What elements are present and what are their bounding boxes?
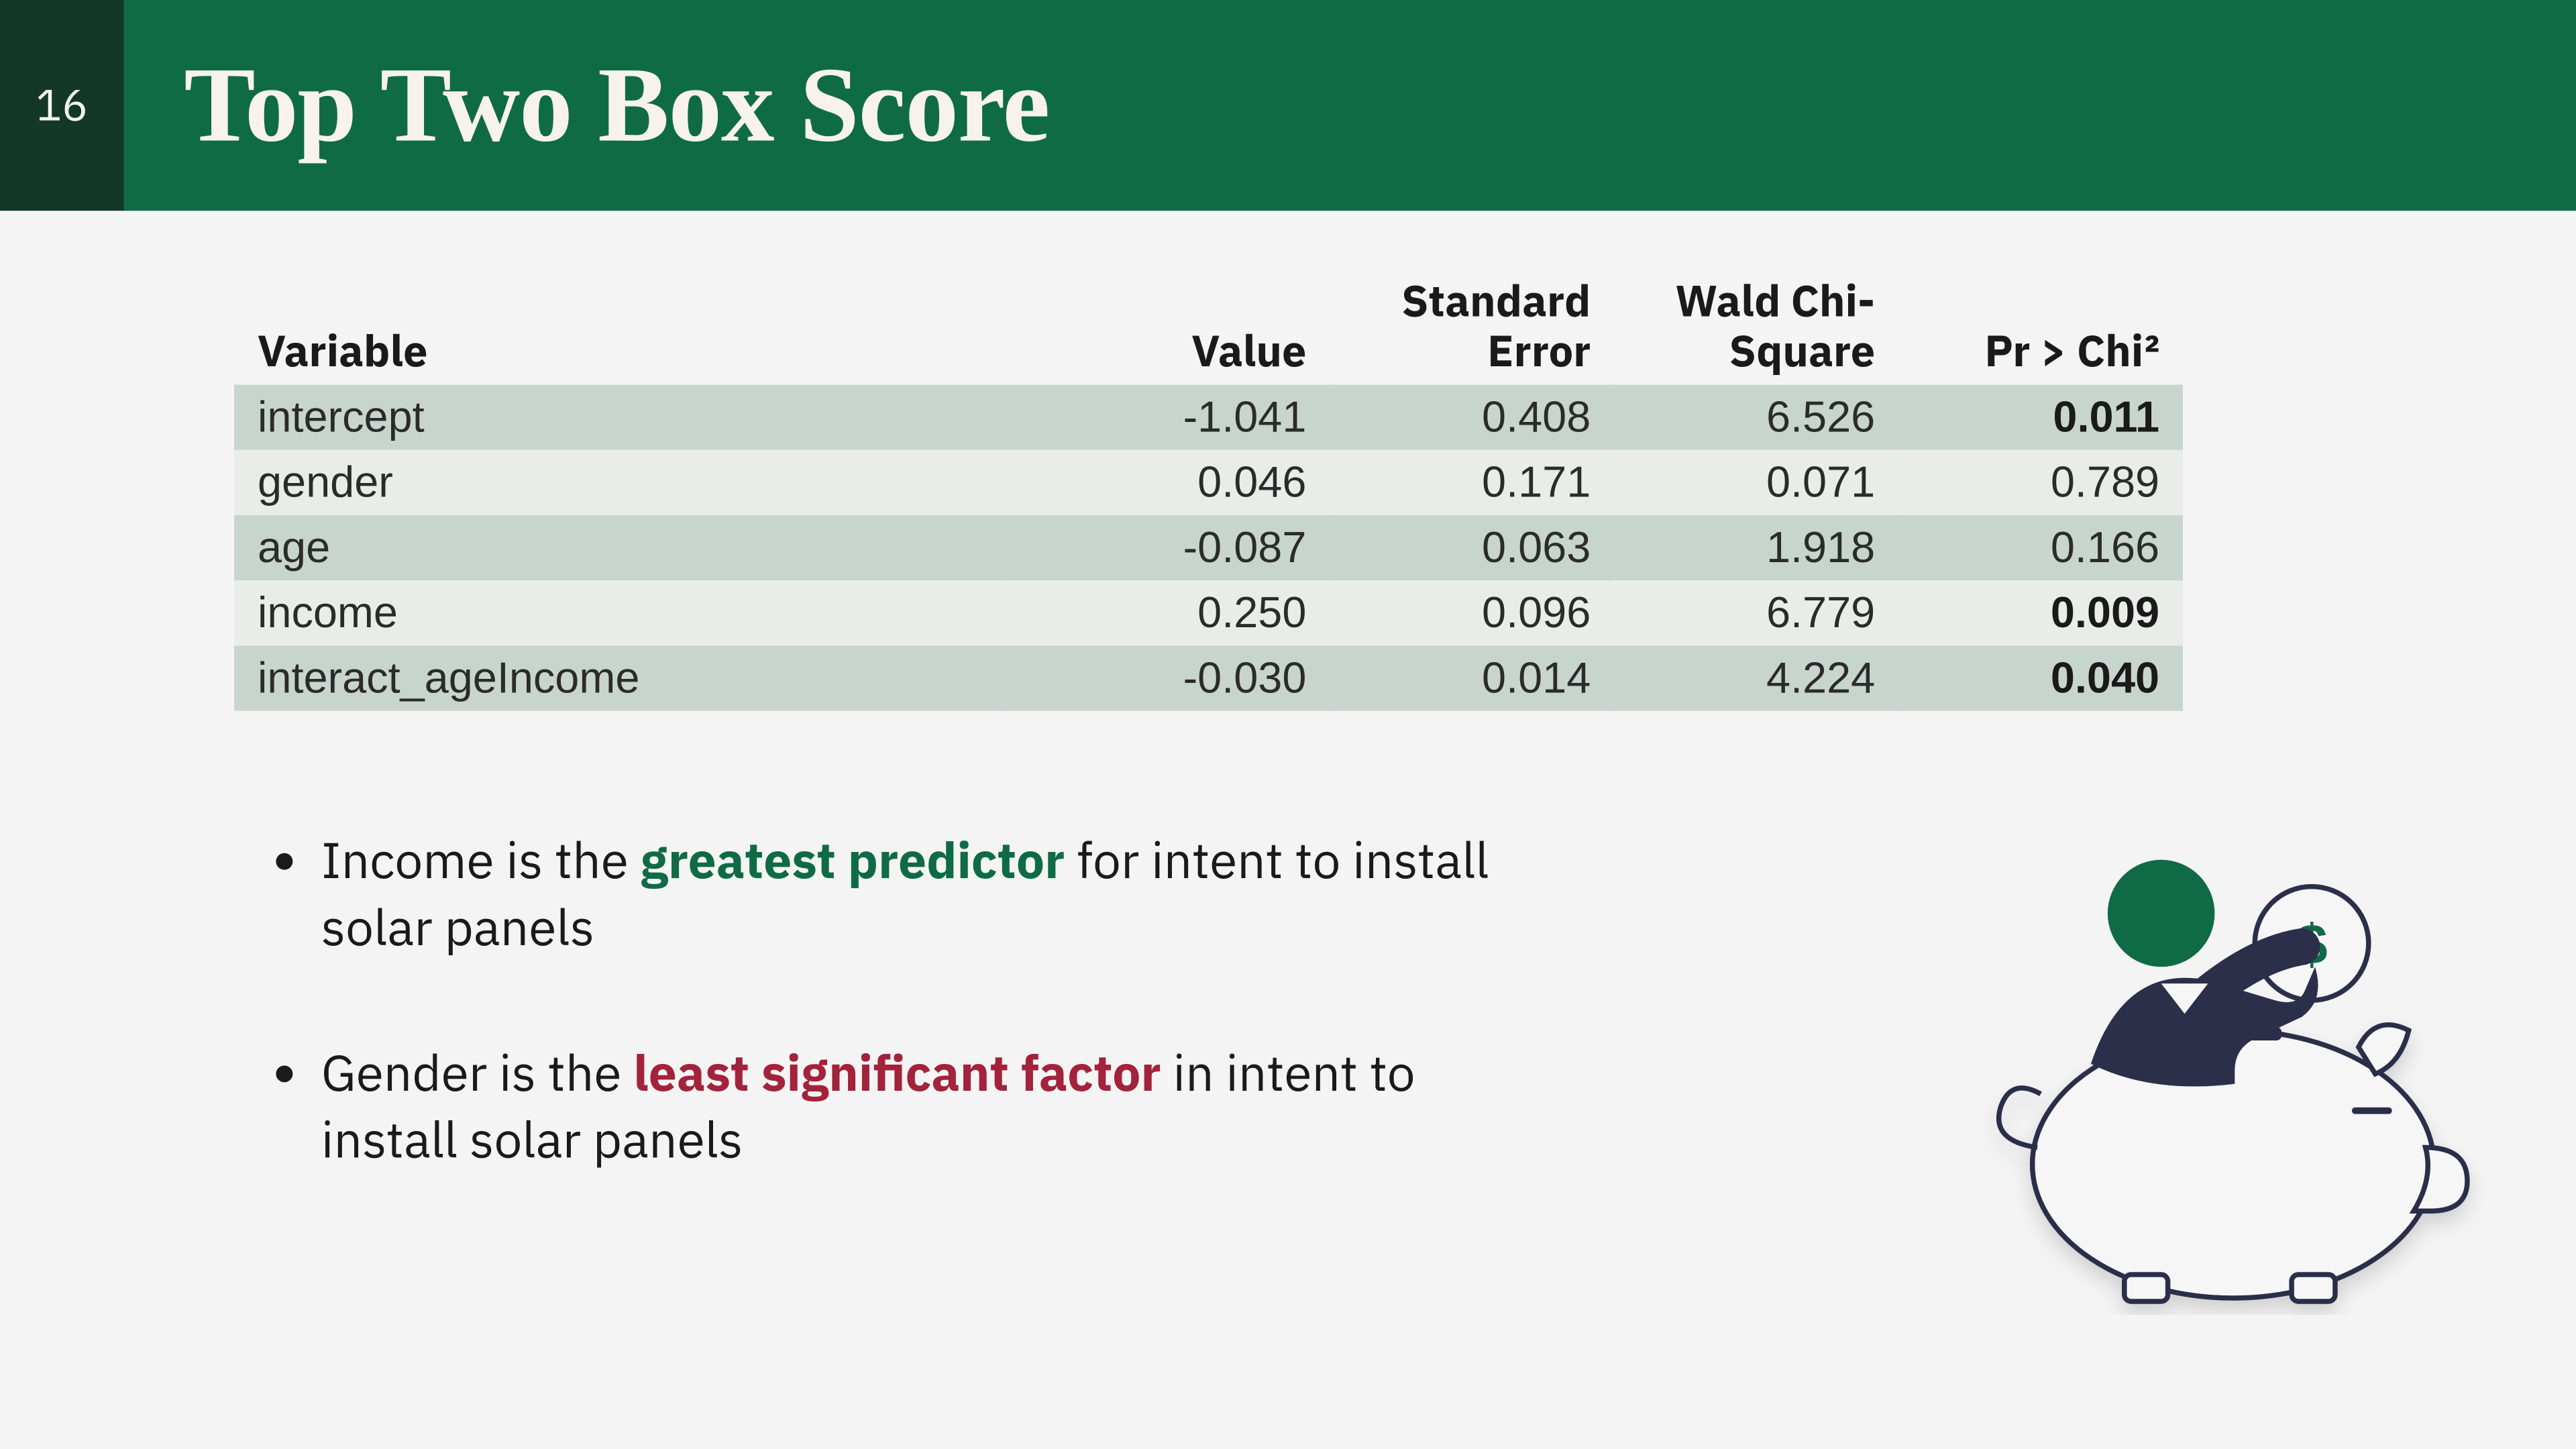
col-header-stderr: StandardError — [1330, 268, 1614, 384]
cell-value: 0.046 — [1004, 449, 1330, 515]
cell-value: 0.009 — [1898, 580, 2183, 645]
bullet-text: Gender is the — [321, 1040, 633, 1105]
cell-value: 0.408 — [1330, 384, 1614, 449]
bullet-text: Income is the — [321, 828, 641, 893]
cell-value: 0.011 — [1898, 384, 2183, 449]
slide-header: 16 Top Two Box Score — [0, 0, 2576, 211]
bullet-item: Income is the greatest predictor for int… — [321, 828, 1522, 963]
cell-value: 0.071 — [1614, 449, 1898, 515]
cell-variable: age — [234, 515, 1004, 580]
col-header-value: Value — [1004, 268, 1330, 384]
slide-title-box: Top Two Box Score — [124, 0, 2576, 211]
cell-value: 0.063 — [1330, 515, 1614, 580]
cell-value: -1.041 — [1004, 384, 1330, 449]
table-row: age-0.0870.0631.9180.166 — [234, 515, 2183, 580]
bullet-item: Gender is the least significant factor i… — [321, 1040, 1522, 1175]
cell-value: 0.096 — [1330, 580, 1614, 645]
col-header-pr: Pr > Chi² — [1898, 268, 2183, 384]
table-row: interact_ageIncome-0.0300.0144.2240.040 — [234, 645, 2183, 710]
highlight-positive: greatest predictor — [641, 828, 1065, 893]
stats-table: Variable Value StandardError Wald Chi-Sq… — [234, 268, 2183, 710]
cell-variable: intercept — [234, 384, 1004, 449]
table-row: gender0.0460.1710.0710.789 — [234, 449, 2183, 515]
cell-value: 0.040 — [1898, 645, 2183, 710]
cell-value: 1.918 — [1614, 515, 1898, 580]
page-number-box: 16 — [0, 0, 124, 211]
table-body: intercept-1.0410.4086.5260.011gender0.04… — [234, 384, 2183, 710]
col-header-variable: Variable — [234, 268, 1004, 384]
highlight-negative: least significant factor — [633, 1040, 1161, 1105]
col-header-wald: Wald Chi-Square — [1614, 268, 1898, 384]
cell-value: 6.526 — [1614, 384, 1898, 449]
cell-variable: income — [234, 580, 1004, 645]
table-row: income0.2500.0966.7790.009 — [234, 580, 2183, 645]
cell-value: -0.030 — [1004, 645, 1330, 710]
bullet-list: Income is the greatest predictor for int… — [234, 828, 1522, 1176]
cell-value: 0.789 — [1898, 449, 2183, 515]
slide: 16 Top Two Box Score Variable Value Stan… — [0, 0, 2576, 1448]
table-row: intercept-1.0410.4086.5260.011 — [234, 384, 2183, 449]
cell-value: 0.166 — [1898, 515, 2183, 580]
piggy-bank-icon: $ — [1924, 813, 2493, 1315]
cell-value: 4.224 — [1614, 645, 1898, 710]
cell-value: 6.779 — [1614, 580, 1898, 645]
cell-value: -0.087 — [1004, 515, 1330, 580]
page-number: 16 — [36, 77, 88, 134]
table-header-row: Variable Value StandardError Wald Chi-Sq… — [234, 268, 2183, 384]
cell-variable: gender — [234, 449, 1004, 515]
cell-value: 0.250 — [1004, 580, 1330, 645]
cell-value: 0.171 — [1330, 449, 1614, 515]
cell-variable: interact_ageIncome — [234, 645, 1004, 710]
cell-value: 0.014 — [1330, 645, 1614, 710]
slide-title: Top Two Box Score — [184, 44, 1049, 168]
